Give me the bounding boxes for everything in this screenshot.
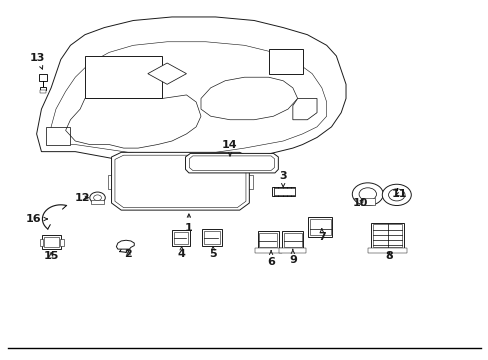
Bar [367, 248, 406, 253]
Bar [223, 159, 232, 168]
Bar [39, 75, 47, 81]
Text: 12: 12 [75, 193, 90, 203]
Text: 4: 4 [177, 246, 185, 260]
Bar [273, 188, 294, 195]
Text: 11: 11 [391, 189, 406, 199]
Bar [268, 49, 302, 74]
Bar [257, 231, 278, 249]
Bar [85, 56, 162, 99]
Polygon shape [147, 63, 186, 84]
Circle shape [351, 183, 383, 206]
Circle shape [124, 156, 192, 206]
Bar [44, 238, 59, 247]
Text: 10: 10 [352, 198, 367, 208]
Text: 5: 5 [209, 246, 217, 260]
Bar [108, 175, 113, 189]
Circle shape [132, 162, 184, 201]
Text: 7: 7 [317, 229, 325, 242]
Bar [91, 200, 104, 204]
Text: 13: 13 [30, 53, 45, 69]
Bar [234, 159, 244, 168]
Bar [248, 175, 253, 189]
Polygon shape [292, 99, 316, 120]
Circle shape [182, 162, 235, 201]
Polygon shape [116, 240, 134, 249]
Text: 9: 9 [288, 249, 296, 265]
Polygon shape [111, 152, 249, 210]
Bar [210, 159, 220, 168]
Bar [271, 187, 295, 196]
Bar [309, 219, 330, 235]
Text: 6: 6 [266, 251, 274, 266]
Bar [202, 229, 222, 246]
Bar [259, 233, 276, 247]
Bar [60, 239, 63, 246]
Bar [40, 90, 46, 93]
Text: 1: 1 [184, 214, 192, 233]
Bar [206, 168, 257, 170]
Bar [40, 87, 46, 90]
Bar [40, 239, 43, 246]
Bar [172, 230, 190, 246]
Polygon shape [185, 153, 278, 173]
Bar [254, 248, 281, 253]
Text: 14: 14 [222, 140, 237, 156]
Bar [279, 248, 306, 253]
Bar [284, 233, 301, 247]
Bar [46, 127, 70, 145]
Bar [282, 231, 303, 249]
Text: 2: 2 [124, 249, 132, 260]
Text: 8: 8 [385, 251, 393, 261]
Bar [42, 235, 61, 249]
Text: 16: 16 [25, 214, 47, 224]
Circle shape [382, 184, 410, 206]
Bar [372, 224, 401, 247]
Bar [204, 231, 220, 244]
Circle shape [90, 192, 105, 203]
Text: 15: 15 [43, 251, 59, 261]
Bar [370, 222, 403, 249]
Polygon shape [37, 17, 346, 166]
Bar [174, 232, 188, 244]
Text: 3: 3 [279, 171, 286, 187]
Circle shape [175, 156, 243, 206]
Bar [360, 198, 374, 205]
Bar [308, 217, 332, 237]
